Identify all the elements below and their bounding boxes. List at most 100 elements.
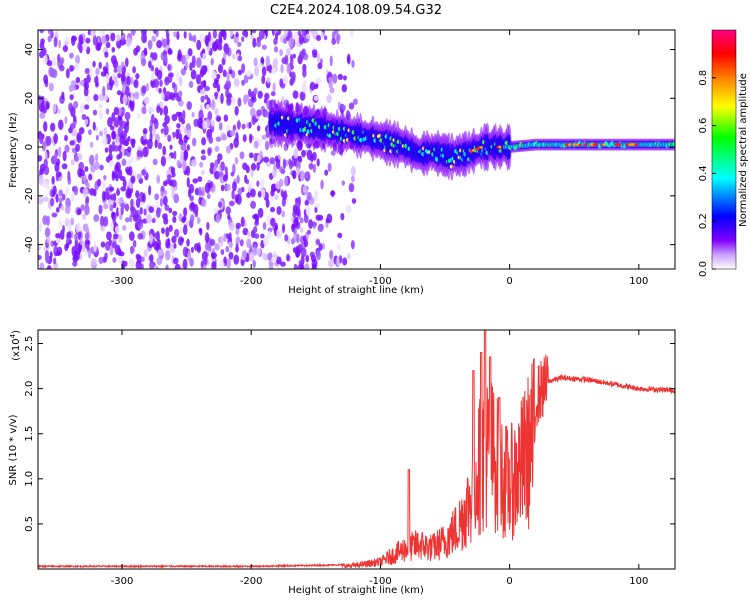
- spectrogram-cell: [101, 135, 108, 147]
- spectrogram-cell: [143, 208, 147, 216]
- x-tick-label: 0: [506, 276, 512, 287]
- spectrogram-cell: [72, 84, 76, 91]
- spectrogram-cell: [125, 85, 130, 97]
- spectrogram-cell: [109, 204, 114, 212]
- spectrogram-cell: [110, 193, 115, 201]
- spectrogram-cell: [312, 221, 316, 230]
- spectrogram-cell: [214, 159, 219, 169]
- spectrogram-cell: [100, 241, 106, 248]
- spectrogram-cell: [115, 174, 119, 182]
- spectrogram-cell: [329, 249, 334, 260]
- spectrogram-cell: [59, 57, 65, 65]
- snr-x-ticks: -300 -200 -100 0 100: [111, 330, 648, 587]
- spectrogram-x-ticks: -300 -200 -100 0 100: [111, 30, 648, 287]
- spectrogram-cell: [122, 39, 127, 45]
- spectrogram-cell: [151, 35, 157, 43]
- spectrogram-cell: [247, 231, 251, 238]
- spectrogram-cell: [191, 111, 195, 118]
- spectrogram-cell: [111, 170, 115, 182]
- spectrogram-cell: [239, 151, 245, 160]
- spectrogram-cell: [161, 227, 166, 234]
- spectrogram-cell: [217, 64, 224, 74]
- spectrogram-cell: [249, 133, 253, 144]
- spectrogram-cell: [329, 55, 333, 67]
- spectrogram-cell: [93, 188, 97, 197]
- spectrogram-cell: [262, 252, 266, 260]
- spectrogram-cell: [241, 123, 246, 130]
- spectrogram-cell: [305, 254, 310, 263]
- spectrogram-cell: [84, 248, 88, 256]
- spectrogram-cell: [246, 70, 252, 78]
- spectrogram-cell: [167, 49, 173, 55]
- spectrogram-cell: [265, 198, 270, 208]
- spectrogram-cell: [220, 161, 225, 172]
- x-tick-label: 0: [506, 576, 512, 587]
- spectrogram-cell: [206, 193, 211, 200]
- spectrogram-cell: [187, 250, 192, 262]
- spectrogram-cell: [42, 215, 48, 226]
- spectrogram-cell: [264, 30, 268, 36]
- spectrogram-cell: [84, 104, 90, 110]
- spectrogram-cell: [84, 166, 89, 172]
- spectrogram-cell: [120, 202, 126, 210]
- spectrogram-cell: [199, 161, 204, 168]
- spectrogram-cell: [315, 214, 321, 221]
- spectrogram-cell: [261, 44, 267, 50]
- spectrogram-cell: [242, 227, 249, 236]
- spectrogram-cell: [85, 182, 90, 189]
- spectrogram-cell: [141, 106, 147, 115]
- spectrogram-cell: [70, 217, 75, 226]
- spectrogram-cell: [239, 239, 244, 247]
- spectrogram-cell: [88, 154, 95, 166]
- spectrogram-cell: [234, 156, 239, 165]
- spectrogram-cell: [211, 43, 218, 52]
- spectrogram-cell: [250, 162, 257, 171]
- spectrogram-cell: [308, 219, 314, 229]
- spectrogram-cell: [261, 75, 266, 85]
- spectrogram-cell: [347, 253, 351, 260]
- spectrogram-cell: [149, 125, 153, 133]
- spectrogram-cell: [173, 243, 177, 249]
- spectrogram-cell: [113, 67, 118, 73]
- spectrogram-cell: [163, 105, 169, 117]
- spectrogram-cell: [127, 146, 132, 153]
- spectrogram-cell: [207, 182, 213, 189]
- spectrogram-cell: [117, 72, 122, 79]
- spectrogram-cell: [199, 89, 206, 95]
- spectrogram-cell: [254, 233, 260, 239]
- spectrogram-cell: [125, 37, 132, 46]
- y-tick-label: -20: [24, 188, 35, 204]
- spectrogram-cell: [255, 247, 261, 256]
- spectrogram-cell: [186, 238, 190, 247]
- spectrogram-cell: [235, 222, 242, 229]
- spectrogram-cell: [262, 222, 267, 230]
- spectrogram-cell: [54, 162, 60, 173]
- spectrogram-cell: [281, 57, 288, 65]
- spectrogram-cell: [124, 111, 131, 121]
- spectrogram-cell: [292, 170, 297, 180]
- spectrogram-cell: [253, 140, 259, 149]
- spectrogram-cell: [61, 193, 66, 201]
- spectrogram-cell: [174, 263, 181, 269]
- spectrogram-cell: [86, 96, 91, 103]
- spectrogram-cell: [38, 245, 41, 251]
- spectrogram-cell: [256, 125, 261, 132]
- spectrogram-cell: [46, 236, 51, 244]
- spectrogram-cell: [221, 57, 226, 66]
- y-tick-label: 40: [24, 43, 35, 56]
- spectrogram-cell: [65, 186, 69, 196]
- spectrogram-cell: [171, 81, 176, 89]
- spectrogram-cell: [47, 35, 52, 43]
- spectrogram-cell: [153, 232, 159, 239]
- spectrogram-cell: [249, 251, 255, 262]
- spectrogram-cell: [257, 190, 262, 198]
- spectrogram-cell: [222, 30, 227, 41]
- spectrogram-cell: [82, 40, 88, 52]
- spectrogram-cell: [320, 31, 324, 41]
- spectrogram-cell: [38, 155, 43, 162]
- spectrogram-cell: [352, 98, 358, 105]
- spectrogram-cell: [189, 257, 194, 267]
- spectrogram-cell: [207, 246, 212, 252]
- spectrogram-cell: [243, 74, 249, 84]
- spectrogram-cell: [55, 207, 60, 213]
